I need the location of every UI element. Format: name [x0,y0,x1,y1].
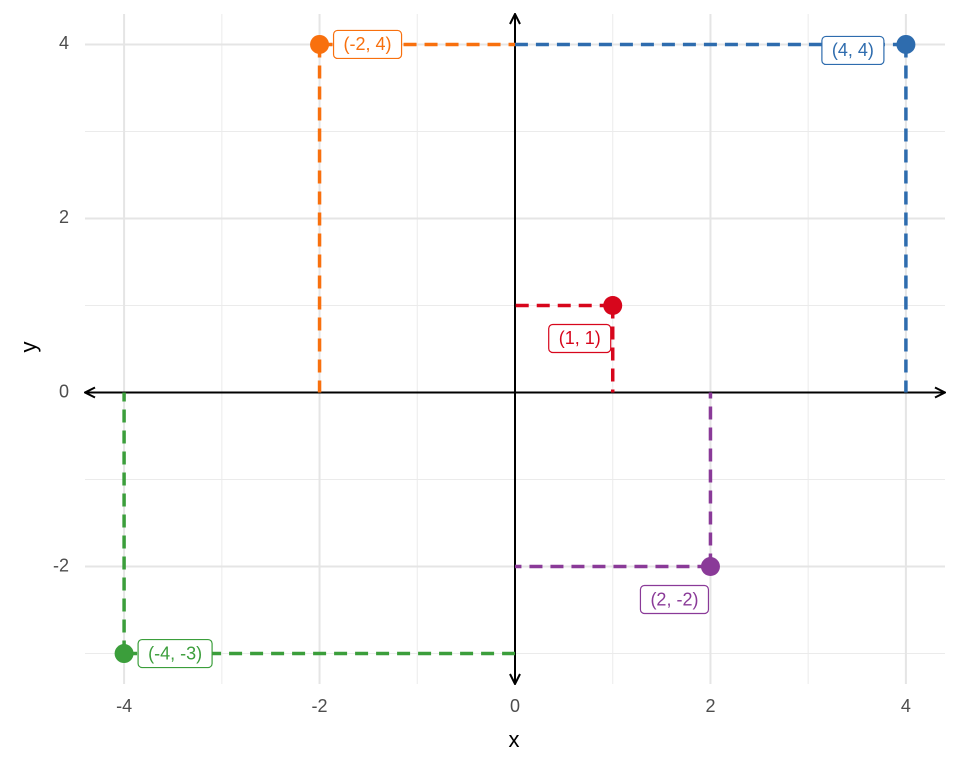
x-axis-title: x [509,727,520,752]
point-label-text: (1, 1) [559,328,601,348]
point-label: (1, 1) [548,323,612,354]
point-label: (-2, 4) [332,29,403,60]
point-label-box [548,323,612,354]
y-tick-label: 4 [59,33,69,53]
point-label-text: (-4, -3) [148,643,202,663]
point-label: (4, 4) [821,35,885,66]
point [603,295,623,315]
x-tick-label: -2 [312,696,328,716]
y-tick-label: 2 [59,207,69,227]
point [310,34,330,54]
point-label: (2, -2) [639,584,710,615]
point-label: (-4, -3) [137,638,213,669]
y-tick-label: 0 [59,381,69,401]
x-tick-label: -4 [116,696,132,716]
point-label-text: (4, 4) [832,40,874,60]
point-label-text: (-2, 4) [344,34,392,54]
point-label-text: (2, -2) [650,589,698,609]
x-tick-label: 2 [705,696,715,716]
axes: -4 -2 0 2 4 -2 0 2 4 [53,14,945,716]
point [114,644,134,664]
y-tick-label: -2 [53,555,69,575]
point-label-box [639,584,710,615]
y-axis-title: y [16,342,41,353]
point-label-box [332,29,403,60]
x-tick-label: 4 [901,696,911,716]
x-tick-label: 0 [510,696,520,716]
point-label-box [821,35,885,66]
point-label-box [137,638,213,669]
point [700,557,720,577]
point [896,34,916,54]
marks: (-2, 4) (4, 4) (1, 1) (2, -2) (-4, -3) [114,29,916,669]
